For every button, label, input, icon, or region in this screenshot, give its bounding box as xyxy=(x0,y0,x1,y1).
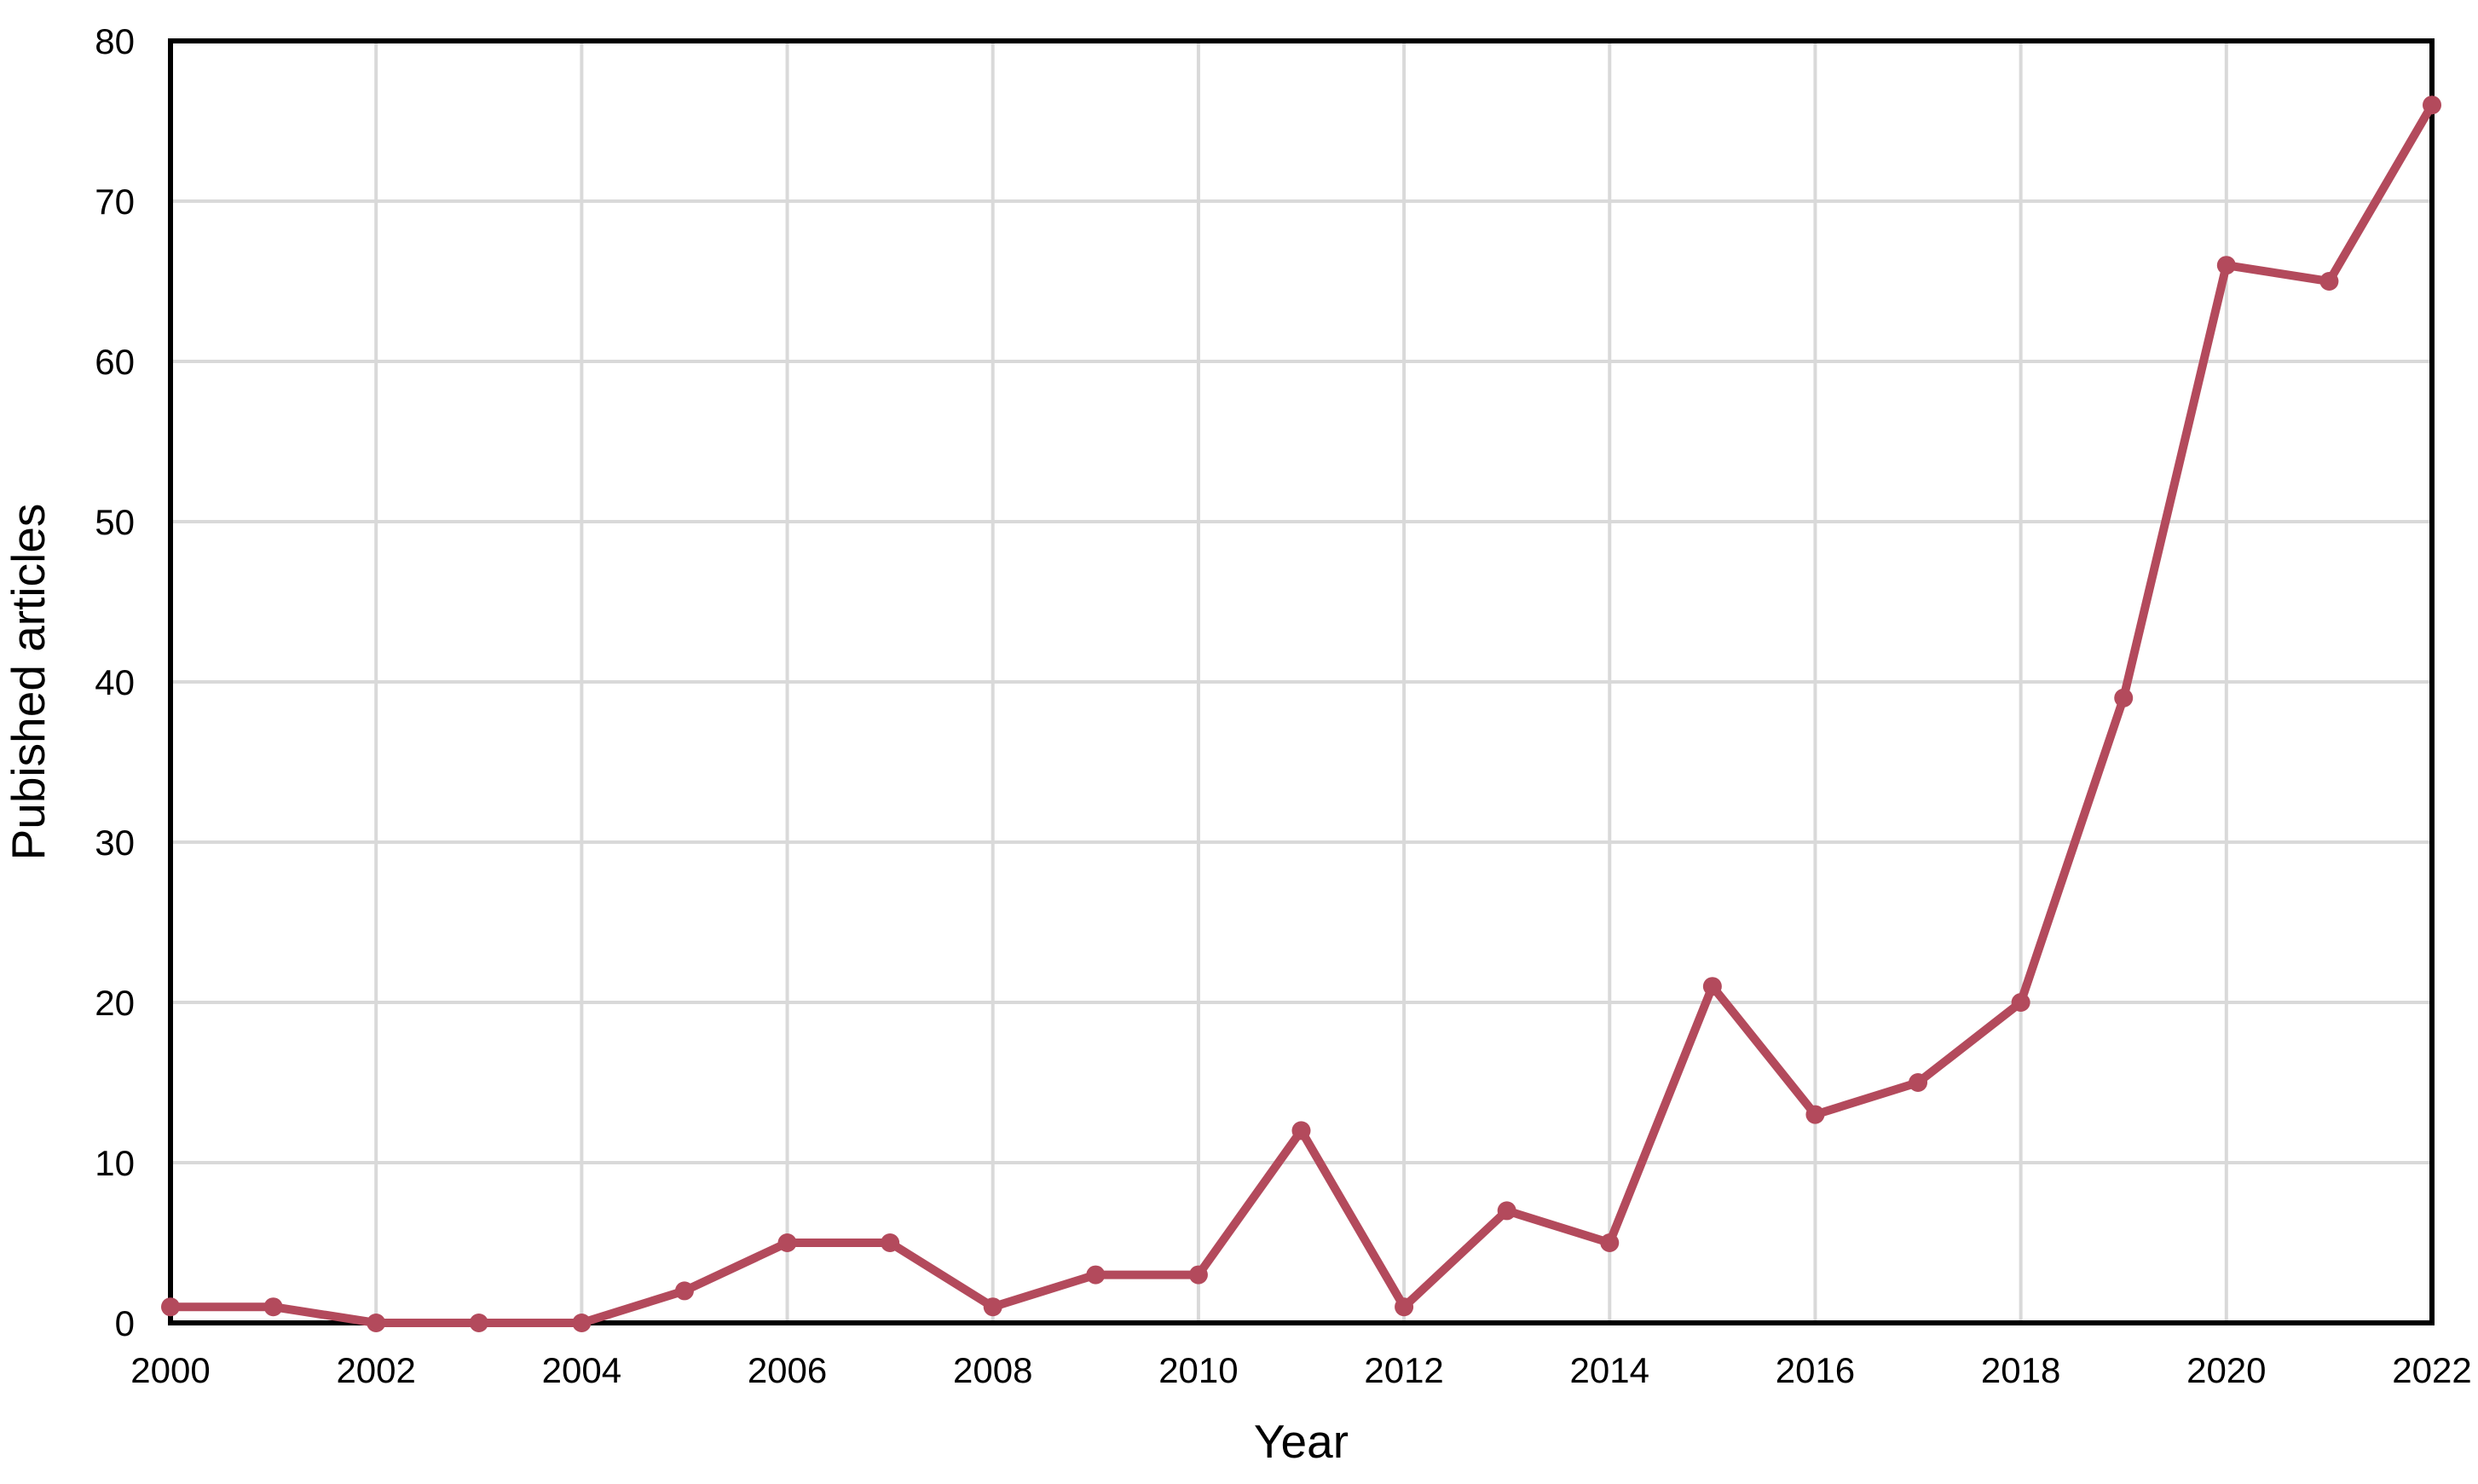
data-point-2017 xyxy=(1909,1073,1928,1092)
x-tick-label: 2000 xyxy=(130,1350,210,1390)
data-point-2022 xyxy=(2423,95,2441,115)
x-tick-label: 2010 xyxy=(1158,1350,1238,1390)
data-point-2021 xyxy=(2319,272,2339,291)
y-axis-tick-labels: 0 10 20 30 40 50 60 70 80 xyxy=(95,21,135,1343)
x-tick-label: 2014 xyxy=(1570,1350,1649,1390)
data-point-2006 xyxy=(777,1233,797,1252)
series-line xyxy=(161,95,2441,1332)
x-axis-title: Year xyxy=(1254,1415,1349,1468)
data-point-2008 xyxy=(983,1297,1002,1317)
x-tick-label: 2016 xyxy=(1776,1350,1855,1390)
data-point-2009 xyxy=(1086,1265,1106,1285)
x-tick-label: 2012 xyxy=(1364,1350,1443,1390)
plot-border xyxy=(168,38,2435,1325)
x-axis-tick-labels: 2000 2002 2004 2006 2008 2010 2012 2014 2016 2018… xyxy=(130,1350,2471,1390)
data-point-2005 xyxy=(674,1281,694,1301)
y-tick-label: 20 xyxy=(95,983,135,1023)
x-tick-label: 2022 xyxy=(2392,1350,2471,1390)
y-tick-label: 30 xyxy=(95,823,135,863)
data-point-2015 xyxy=(1702,977,1722,996)
data-point-2016 xyxy=(1805,1105,1825,1124)
x-tick-label: 2006 xyxy=(748,1350,827,1390)
y-tick-label: 10 xyxy=(95,1143,135,1183)
y-tick-label: 50 xyxy=(95,502,135,542)
data-point-2020 xyxy=(2216,256,2236,275)
data-point-2004 xyxy=(572,1314,592,1332)
x-tick-label: 2004 xyxy=(542,1350,621,1390)
x-tick-label: 2018 xyxy=(1981,1350,2060,1390)
data-point-2013 xyxy=(1497,1201,1516,1221)
data-point-2002 xyxy=(367,1314,386,1332)
y-tick-label: 70 xyxy=(95,182,135,222)
data-point-2001 xyxy=(263,1297,283,1317)
y-tick-label: 40 xyxy=(95,662,135,702)
data-point-2014 xyxy=(1600,1233,1620,1252)
data-point-2018 xyxy=(2011,993,2030,1012)
gridlines xyxy=(170,41,2432,1323)
y-axis-title: Pubished articles xyxy=(2,504,55,861)
series-polyline xyxy=(166,101,2436,1327)
y-tick-label: 60 xyxy=(95,342,135,382)
x-tick-label: 2020 xyxy=(2186,1350,2266,1390)
data-point-2011 xyxy=(1291,1121,1311,1140)
data-point-2000 xyxy=(161,1297,180,1317)
data-point-2003 xyxy=(469,1314,488,1332)
data-point-2012 xyxy=(1395,1297,1414,1317)
data-point-2010 xyxy=(1188,1265,1208,1285)
y-tick-label: 80 xyxy=(95,21,135,61)
y-tick-label: 0 xyxy=(115,1303,135,1343)
data-point-2007 xyxy=(881,1233,900,1252)
data-point-2019 xyxy=(2114,688,2134,707)
x-tick-label: 2008 xyxy=(953,1350,1032,1390)
x-tick-label: 2002 xyxy=(336,1350,415,1390)
